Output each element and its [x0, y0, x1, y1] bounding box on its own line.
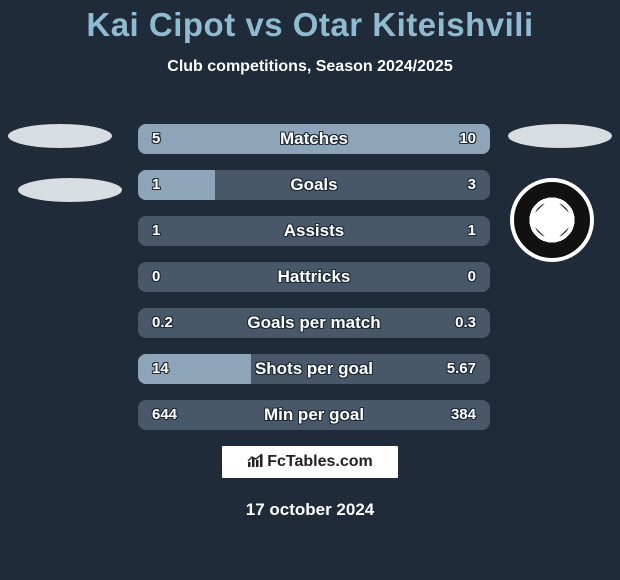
stat-label: Goals: [138, 170, 490, 200]
branding-text: FcTables.com: [267, 453, 373, 470]
subtitle: Club competitions, Season 2024/2025: [0, 58, 620, 76]
stat-row: 145.67Shots per goal: [138, 354, 490, 384]
comparison-bars: 510Matches 13Goals 11Assists 00Hattricks 0.2…: [138, 124, 490, 446]
stat-label: Matches: [138, 124, 490, 154]
infographic: Kai Cipot vs Otar Kiteishvili Club compe…: [0, 0, 620, 580]
player-left-photo-placeholder: [8, 124, 112, 148]
stat-label: Hattricks: [138, 262, 490, 292]
stat-label: Shots per goal: [138, 354, 490, 384]
stat-row: 00Hattricks: [138, 262, 490, 292]
chart-icon: [247, 448, 263, 480]
stat-row: 11Assists: [138, 216, 490, 246]
player-right-photo-placeholder: [508, 124, 612, 148]
stat-label: Min per goal: [138, 400, 490, 430]
club-badge-text: [528, 196, 576, 244]
stat-label: Assists: [138, 216, 490, 246]
stat-row: 510Matches: [138, 124, 490, 154]
club-badge-icon: [510, 178, 594, 262]
stat-row: 13Goals: [138, 170, 490, 200]
date-text: 17 october 2024: [0, 500, 620, 520]
stat-row: 644384Min per goal: [138, 400, 490, 430]
player-left-club-placeholder: [18, 178, 122, 202]
stat-label: Goals per match: [138, 308, 490, 338]
page-title: Kai Cipot vs Otar Kiteishvili: [0, 0, 620, 44]
branding-box: FcTables.com: [220, 444, 400, 480]
stat-row: 0.20.3Goals per match: [138, 308, 490, 338]
